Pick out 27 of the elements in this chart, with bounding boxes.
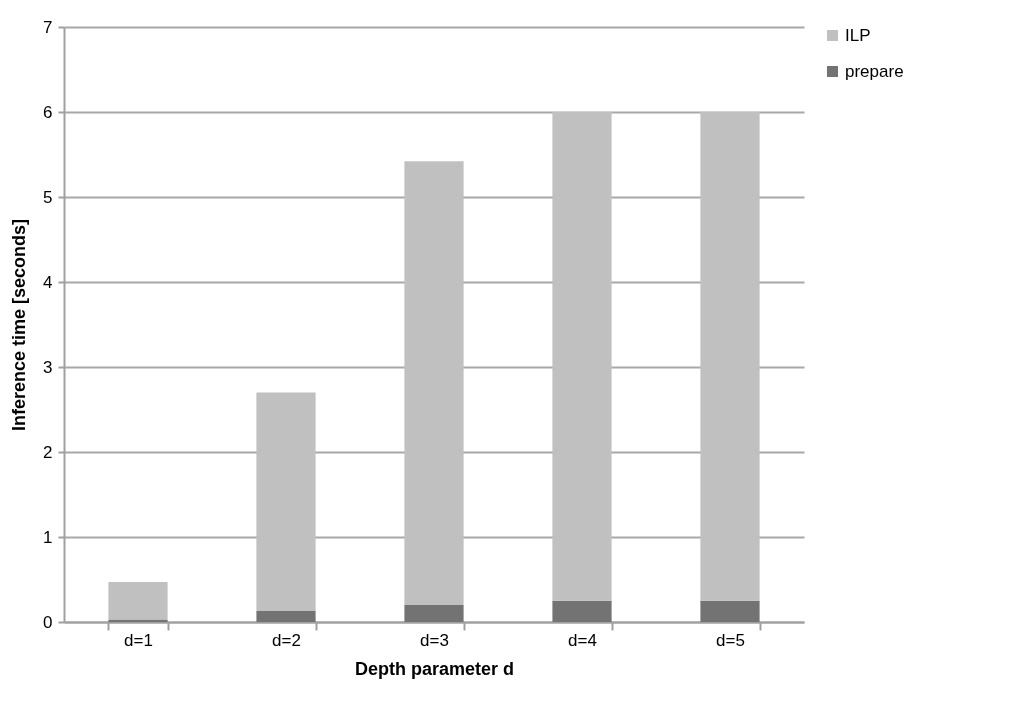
y-tick-label: 7 [43,17,53,37]
legend-label: prepare [845,61,904,81]
y-tick-label: 0 [43,612,53,632]
x-tick-label: d=3 [420,630,449,650]
y-tick-label: 4 [43,272,53,292]
y-axis-title: Inference time [seconds] [9,218,30,432]
bar [552,600,612,622]
bar [256,610,316,622]
bar [404,605,464,622]
y-tick-label: 6 [43,102,53,122]
x-tick-label: d=1 [124,630,153,650]
x-tick-label: d=4 [568,630,597,650]
legend-label: ILP [845,25,871,45]
bar [552,112,612,601]
x-tick-label: d=5 [716,630,745,650]
y-tick-label: 5 [43,187,53,207]
bar [256,392,316,611]
x-axis-title: Depth parameter d [354,658,515,679]
bar [108,619,168,622]
bar [700,600,760,622]
bar [700,112,760,601]
bar [108,582,168,620]
bar [404,161,464,605]
y-tick-label: 2 [43,442,53,462]
x-tick-label: d=2 [272,630,301,650]
y-tick-label: 3 [43,357,53,377]
y-tick-label: 1 [43,527,53,547]
